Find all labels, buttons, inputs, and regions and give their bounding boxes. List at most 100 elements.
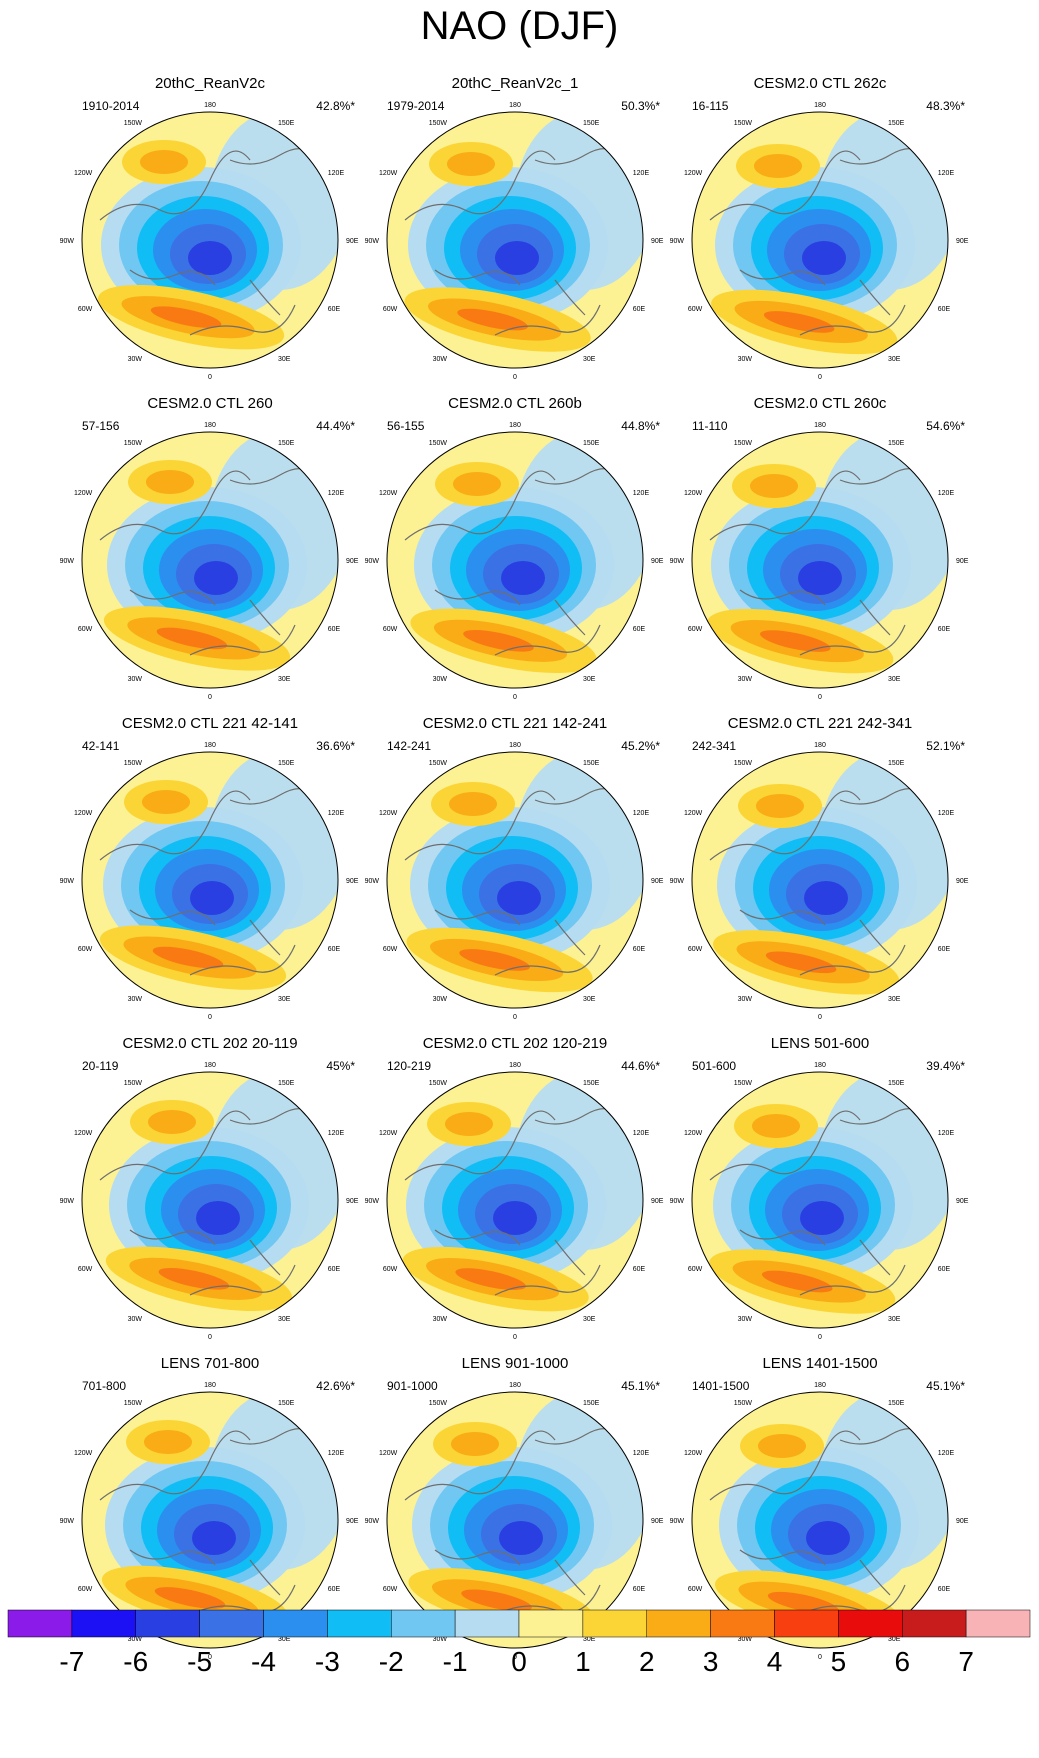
longitude-label: 90W — [365, 1518, 380, 1525]
coastline — [249, 279, 281, 316]
longitude-label: 120W — [74, 1450, 93, 1457]
coastline — [494, 624, 601, 656]
longitude-label: 180 — [814, 1382, 826, 1389]
coastline — [554, 279, 586, 316]
longitude-label: 90E — [956, 1518, 969, 1525]
longitude-label: 60E — [938, 626, 951, 633]
coastline — [99, 470, 251, 541]
longitude-label: 60E — [633, 1586, 646, 1593]
coastline — [434, 269, 521, 286]
longitude-label: 60E — [633, 626, 646, 633]
longitude-label: 60W — [383, 626, 398, 633]
colorbar-label: -1 — [443, 1646, 468, 1677]
longitude-label: 30E — [583, 1316, 596, 1323]
colorbar-label: 3 — [703, 1646, 719, 1677]
colorbar-swatch — [582, 1609, 647, 1638]
longitude-label: 120W — [684, 1450, 703, 1457]
longitude-label: 120E — [938, 170, 955, 177]
longitude-label: 0 — [818, 694, 822, 701]
longitude-label: 30W — [738, 1316, 753, 1323]
map-panel: LENS 701-800 701-800 42.6%* 180 150E 120E 90E 6… — [60, 1355, 410, 1661]
map-panel: CESM2.0 CTL 260c 11-110 54.6%* 180 150E 120E 9… — [670, 395, 1020, 701]
panel-period: 56-155 — [387, 419, 425, 433]
colorbar-swatch — [710, 1609, 775, 1638]
contour-band — [495, 241, 539, 275]
coastline — [189, 304, 296, 336]
map-panel: CESM2.0 CTL 260 57-156 44.4%* 180 150E 120E 90… — [60, 395, 410, 701]
panel-period: 57-156 — [82, 419, 120, 433]
coastline — [554, 599, 586, 636]
coastline — [129, 589, 216, 606]
polar-map: 180 150E 120E 90E 60E 30E 0 30W 60W 90W 120W 150W — [60, 102, 359, 381]
map-border — [386, 1071, 644, 1329]
longitude-label: 150E — [888, 760, 905, 767]
polar-map: 180 150E 120E 90E 60E 30E 0 30W 60W 90W 120W 150W — [670, 1062, 969, 1341]
longitude-label: 60E — [328, 1586, 341, 1593]
coastline — [404, 790, 556, 861]
longitude-label: 60E — [328, 1266, 341, 1273]
coastline — [739, 1229, 826, 1246]
longitude-label: 150W — [429, 760, 448, 767]
longitude-label: 30W — [433, 1316, 448, 1323]
longitude-label: 30W — [738, 676, 753, 683]
longitude-label: 180 — [204, 422, 216, 429]
longitude-label: 30W — [128, 1316, 143, 1323]
longitude-label: 120W — [74, 170, 93, 177]
panel-title: LENS 1401-1500 — [762, 1355, 878, 1372]
panel-variance: 42.6%* — [316, 1379, 355, 1393]
longitude-label: 180 — [509, 422, 521, 429]
longitude-label: 120E — [328, 810, 345, 817]
longitude-label: 90W — [670, 558, 685, 565]
contour-band — [455, 1268, 526, 1290]
longitude-label: 30E — [583, 356, 596, 363]
coastline — [249, 919, 281, 956]
coastline — [859, 279, 891, 316]
map-panel: LENS 901-1000 901-1000 45.1%* 180 150E 120E 90… — [365, 1355, 715, 1661]
longitude-label: 150W — [429, 1400, 448, 1407]
longitude-label: 150W — [124, 760, 143, 767]
longitude-label: 60E — [633, 946, 646, 953]
coastline — [129, 909, 216, 926]
coastline — [859, 919, 891, 956]
longitude-label: 90E — [346, 1518, 359, 1525]
colorbar-swatch — [646, 1609, 711, 1638]
coastline — [554, 1239, 586, 1276]
map-panel: CESM2.0 CTL 202 20-119 20-119 45%* 180 150E 1… — [60, 1035, 410, 1341]
longitude-label: 90E — [956, 558, 969, 565]
colorbar-swatch — [135, 1609, 200, 1638]
longitude-label: 180 — [814, 422, 826, 429]
map-border — [691, 111, 949, 369]
polar-map: 180 150E 120E 90E 60E 30E 0 30W 60W 90W 120W 150W — [670, 102, 969, 381]
longitude-label: 60W — [78, 1266, 93, 1273]
longitude-label: 30E — [278, 996, 291, 1003]
panel-period: 901-1000 — [387, 1379, 438, 1393]
panel-variance: 52.1%* — [926, 739, 965, 753]
contour-band — [140, 150, 188, 174]
longitude-label: 0 — [208, 1654, 212, 1661]
longitude-label: 120W — [379, 810, 398, 817]
map-panel: CESM2.0 CTL 221 42-141 42-141 36.6%* 180 150… — [60, 715, 410, 1021]
panel-period: 1910-2014 — [82, 99, 140, 113]
longitude-label: 60W — [688, 1266, 703, 1273]
longitude-label: 30E — [888, 1636, 901, 1643]
longitude-label: 60E — [633, 306, 646, 313]
coastline — [554, 1559, 586, 1596]
coastline — [859, 599, 891, 636]
colorbar-label: -5 — [187, 1646, 212, 1677]
coastline — [859, 1559, 891, 1596]
contour-band — [142, 790, 190, 814]
contour-band — [493, 1201, 537, 1235]
longitude-label: 150E — [278, 440, 295, 447]
longitude-label: 120E — [633, 810, 650, 817]
coastline — [739, 589, 826, 606]
polar-map: 180 150E 120E 90E 60E 30E 0 30W 60W 90W 120W 150W — [365, 422, 664, 701]
longitude-label: 60W — [688, 1586, 703, 1593]
longitude-label: 30E — [583, 676, 596, 683]
longitude-label: 90E — [651, 878, 664, 885]
polar-map: 180 150E 120E 90E 60E 30E 0 30W 60W 90W 120W 150W — [365, 102, 664, 381]
map-border — [691, 751, 949, 1009]
panel-title: 20thC_ReanV2c_1 — [451, 75, 579, 92]
longitude-label: 60W — [688, 306, 703, 313]
contour-band — [758, 1434, 806, 1458]
longitude-label: 150E — [278, 760, 295, 767]
